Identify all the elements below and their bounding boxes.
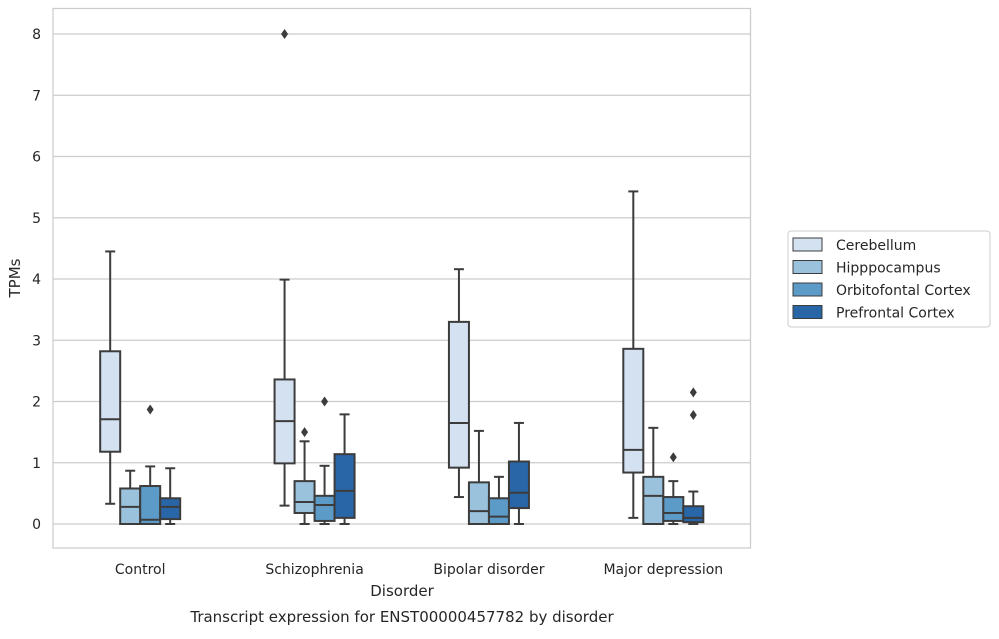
legend-swatch <box>792 260 823 274</box>
box-element <box>333 413 356 525</box>
y-tick-label: 8 <box>32 27 41 43</box>
box-series-group <box>99 29 705 526</box>
box-element <box>507 421 530 525</box>
box-iqr <box>467 481 490 526</box>
box-iqr <box>159 497 182 521</box>
box-element <box>273 29 296 507</box>
box-element <box>447 268 470 499</box>
y-tick-label: 4 <box>32 272 41 288</box>
series-group <box>139 396 685 525</box>
box-iqr <box>447 320 470 469</box>
series-group <box>159 387 705 525</box>
x-tick-label: Major depression <box>603 562 723 578</box>
x-tick-label: Bipolar disorder <box>433 562 544 578</box>
box-element <box>159 467 182 525</box>
outlier-point <box>301 427 309 438</box>
box-element <box>487 475 510 525</box>
series-group <box>119 426 665 526</box>
box-iqr <box>333 453 356 519</box>
y-tick-label: 3 <box>32 333 41 349</box>
y-tick-label: 6 <box>32 150 41 166</box>
box-element <box>622 190 645 519</box>
y-tick-label: 7 <box>32 88 41 104</box>
legend-label: Prefrontal Cortex <box>836 306 955 322</box>
legend-label: Orbitofontal Cortex <box>836 283 971 299</box>
outlier-point <box>321 396 329 407</box>
y-tick-label: 1 <box>32 456 41 472</box>
box-iqr <box>682 505 705 524</box>
legend-swatch <box>792 237 823 252</box>
outlier-point <box>689 387 697 398</box>
chart-title: Transcript expression for ENST0000045778… <box>189 608 614 626</box>
outlier-point <box>689 409 697 420</box>
box-element <box>642 426 665 525</box>
y-tick-label: 5 <box>32 211 41 227</box>
box-iqr <box>487 497 510 525</box>
y-tick-label: 2 <box>32 395 41 411</box>
plot-area-background <box>53 8 751 548</box>
legend-label: Cerebellum <box>836 238 916 254</box>
box-iqr <box>642 475 665 525</box>
y-tick-label: 0 <box>32 517 41 533</box>
legend-label: Hipppocampus <box>836 261 941 277</box>
x-tick-label: Schizophrenia <box>265 562 363 578</box>
box-element <box>99 250 122 505</box>
box-iqr <box>507 460 530 510</box>
y-tick-labels: 0 1 2 3 4 5 6 7 8 <box>32 27 41 533</box>
legend-swatch <box>792 305 823 319</box>
y-gridlines <box>53 33 751 525</box>
box-element <box>662 452 685 525</box>
box-element <box>467 429 490 526</box>
box-iqr <box>293 480 316 514</box>
outlier-point <box>146 404 154 415</box>
legend-items: Cerebellum Hipppocampus Orbitofontal Corte… <box>792 237 971 322</box>
plot-area-frame <box>52 7 752 549</box>
y-axis-label: TPMs <box>6 258 24 298</box>
x-tick-labels: Control Schizophrenia Bipolar disorder Majo… <box>115 562 723 578</box>
box-iqr <box>622 347 645 474</box>
box-element <box>682 387 705 525</box>
box-iqr <box>139 485 162 525</box>
box-iqr <box>313 494 336 522</box>
x-axis-label: Disorder <box>370 582 434 600</box>
x-tick-label: Control <box>115 562 166 578</box>
box-iqr <box>99 350 122 453</box>
box-element <box>293 427 316 525</box>
outlier-point <box>669 452 677 463</box>
legend: Cerebellum Hipppocampus Orbitofontal Corte… <box>787 230 991 328</box>
box-iqr <box>662 496 685 522</box>
legend-frame <box>787 230 991 328</box>
series-group <box>99 29 645 519</box>
outlier-point <box>281 29 289 39</box>
legend-swatch <box>792 282 823 297</box>
